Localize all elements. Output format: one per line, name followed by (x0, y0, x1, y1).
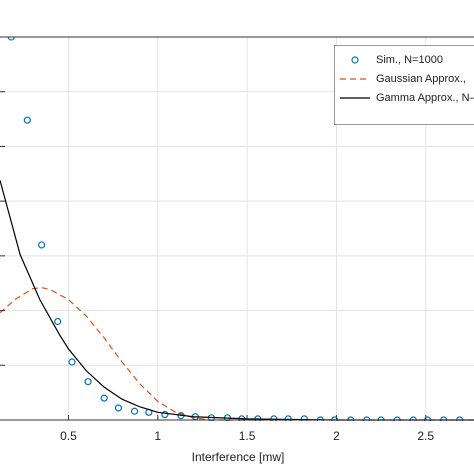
legend: Sim., N=1000 Gaussian Approx., Gamma Appro… (334, 45, 474, 125)
data-point (7, 37, 15, 41)
data-point (100, 394, 108, 402)
series-line (0, 180, 474, 421)
x-tick-label: 1.5 (239, 429, 256, 443)
data-point (130, 407, 139, 415)
legend-swatch (351, 56, 359, 64)
data-point (114, 404, 123, 412)
legend-label: Gaussian Approx., (376, 73, 466, 85)
data-point (68, 358, 76, 366)
data-point (23, 116, 31, 124)
x-axis-label: Interference [mw] (192, 450, 285, 464)
x-tick-label: 1 (154, 429, 161, 443)
x-tick-label: 2.5 (417, 429, 434, 443)
series-line (0, 286, 474, 421)
data-point (54, 317, 62, 326)
x-tick-label: 0.5 (60, 429, 77, 443)
data-point (161, 410, 169, 419)
legend-label: Sim., N=1000 (376, 54, 443, 66)
data-point (300, 415, 308, 421)
x-tick-label: 2 (333, 429, 340, 443)
data-point (38, 241, 46, 249)
data-point (84, 378, 92, 386)
legend-label: Gamma Approx., N– (376, 92, 474, 104)
